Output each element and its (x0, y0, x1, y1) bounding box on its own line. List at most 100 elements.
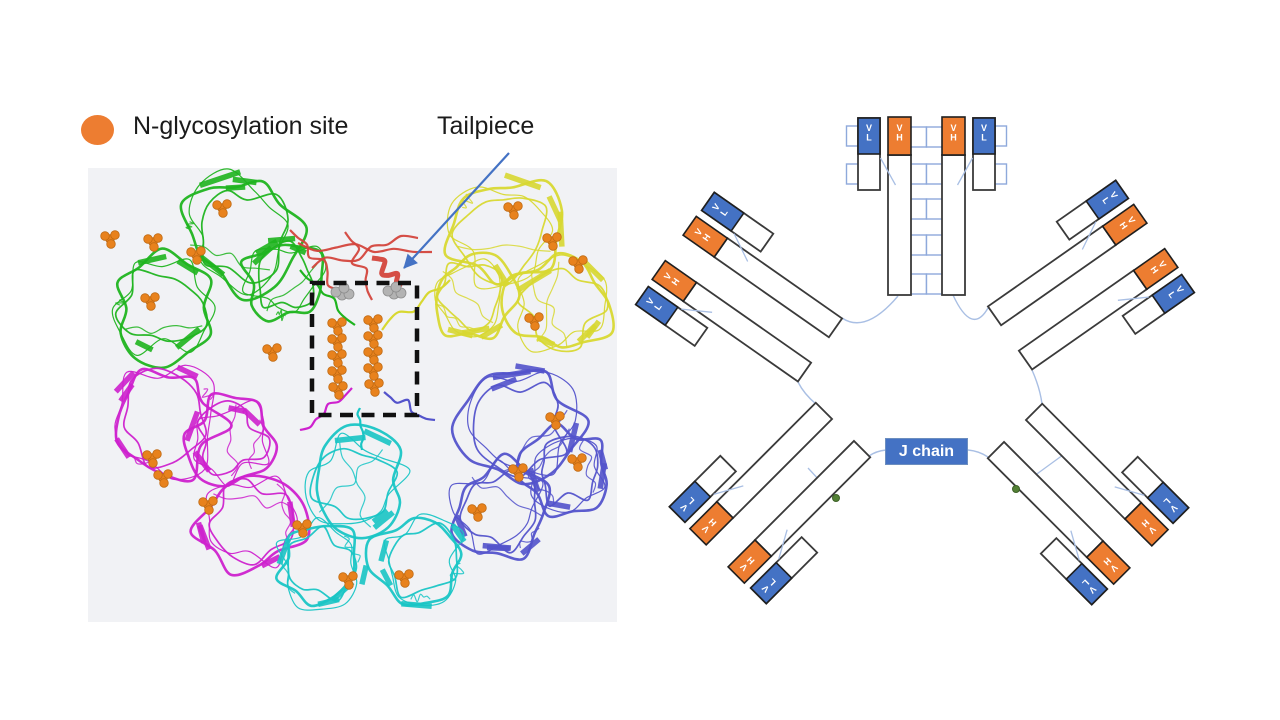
n-glycosylation-site-marker (198, 496, 218, 515)
n-glycosylation-site-marker (100, 230, 120, 249)
vl-domain (1065, 562, 1109, 606)
disulfide-connector (952, 294, 989, 320)
n-glycosylation-legend-label: N-glycosylation site (133, 112, 349, 140)
n-glycosylation-site-marker (568, 255, 588, 274)
hl-disulfide-line (879, 157, 897, 186)
n-glycosylation-site-marker (394, 569, 414, 588)
j-chain-attachment-dot (1012, 485, 1020, 493)
disulfide-connector (1031, 369, 1043, 405)
vl-domain-label: VL (760, 576, 778, 594)
hl-disulfide-line (713, 485, 744, 495)
vh-domain (1101, 203, 1149, 247)
ig-domain-square (908, 126, 928, 148)
vl-domain-label: VL (644, 296, 664, 312)
n-glycosylation-site-marker (186, 246, 206, 265)
n-glycosylation-site-marker (142, 449, 162, 468)
vl-domain-label: VL (1161, 496, 1179, 514)
chain-tail-strand (383, 391, 436, 422)
vl-domain (857, 117, 881, 155)
n-glycosylation-site-marker (327, 317, 347, 336)
ig-domain-square (908, 234, 928, 256)
protein-ribbon-structure (111, 168, 615, 611)
ribbon-chain-green (111, 168, 356, 370)
ig-domain-square (908, 163, 928, 185)
hl-disulfide-line (956, 157, 974, 186)
vl-domain (700, 191, 745, 233)
vh-domain (1085, 539, 1132, 586)
disulfide-connector (967, 449, 989, 458)
hl-disulfide-line (1114, 486, 1145, 496)
vh-domain-label: VH (1101, 556, 1119, 574)
hl-disulfide-line (778, 529, 788, 560)
n-glycosylation-site-marker (364, 378, 384, 397)
vl-domain (1151, 273, 1196, 315)
ig-domain-square (925, 234, 945, 256)
vh-domain-label: VH (1149, 259, 1169, 276)
n-glycosylation-site-marker (327, 365, 347, 384)
n-glycosylation-legend-dot (81, 115, 114, 145)
vl-domain (634, 285, 679, 327)
n-glycosylation-site-marker (140, 292, 160, 311)
tailpiece-ribbon (289, 229, 433, 301)
chain-tail-strand (299, 387, 353, 432)
n-glycosylation-site-marker (524, 312, 544, 331)
n-glycosylation-site-marker (467, 503, 487, 522)
vl-domain (1146, 481, 1190, 525)
ig-domain-square (925, 163, 945, 185)
j-chain-attachment-dot (832, 494, 840, 502)
n-glycosylation-site-marker (508, 463, 528, 482)
vh-domain-label: VH (662, 271, 682, 288)
j-chain-label: J chain (885, 438, 968, 465)
tailpiece-arrow (403, 152, 510, 269)
n-glycosylation-site-marker (327, 349, 347, 368)
vl-domain-label: VL (1166, 284, 1186, 300)
vl-domain-label: VL (678, 495, 696, 513)
vl-domain (749, 561, 793, 605)
vl-domain-label: VL (710, 202, 730, 218)
n-glycosylation-site-marker (363, 314, 383, 333)
vl-domain (1085, 179, 1130, 221)
n-glycosylation-site-marker (363, 362, 383, 381)
vh-domain (1132, 247, 1180, 291)
n-glycosylation-site-marker (262, 343, 282, 362)
n-glycosylation-site-marker (143, 233, 163, 252)
hl-disulfide-line (733, 233, 749, 262)
vh-domain (681, 215, 729, 259)
monomer-upper-left: VH VL VH VL (634, 191, 844, 383)
hl-disulfide-line (681, 308, 713, 313)
glycan-markers (100, 199, 588, 590)
vh-domain-label: VH (738, 555, 756, 573)
ig-domain-square (908, 198, 928, 220)
n-glycosylation-site-marker (338, 571, 358, 590)
disulfide-connector (841, 295, 899, 324)
n-glycosylation-site-marker (545, 411, 565, 430)
vh-domain (887, 116, 912, 156)
chain-tail-strand (356, 407, 365, 451)
hl-disulfide-line (1117, 296, 1149, 301)
vh-domain-label: VH (693, 227, 713, 244)
ig-domain-square (925, 198, 945, 220)
vl-domain-label: VL (1080, 577, 1098, 595)
ig-domain-square (925, 126, 945, 148)
vl-domain (972, 117, 996, 155)
ribbon-chain-yellow (381, 172, 615, 353)
vh-domain (726, 538, 773, 585)
disulfide-connector (797, 381, 817, 405)
gray-sphere-marker (330, 282, 355, 301)
n-glycosylation-site-marker (328, 381, 348, 400)
vh-domain (941, 116, 966, 156)
n-glycosylation-site-marker (363, 346, 383, 365)
vl-domain (668, 480, 712, 524)
n-glycosylation-site-marker (363, 330, 383, 349)
n-glycosylation-site-marker (292, 519, 312, 538)
vh-domain-label: VH (700, 516, 718, 534)
heavy-chain-bar (941, 154, 966, 296)
vh-domain-label: VH (1118, 215, 1138, 232)
n-glycosylation-site-marker (212, 199, 232, 218)
tailpiece-label: Tailpiece (437, 112, 535, 140)
